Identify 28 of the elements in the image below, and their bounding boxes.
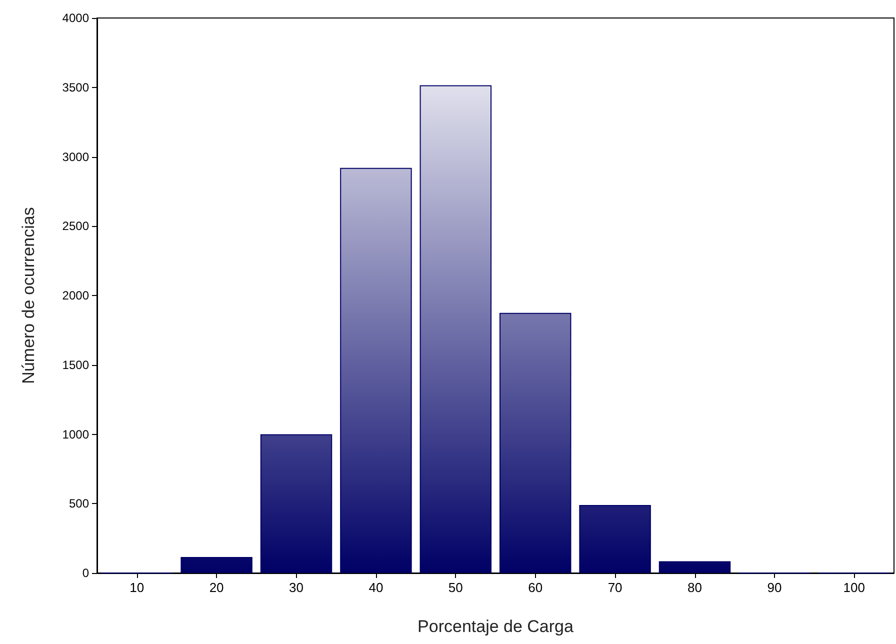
x-tick-label: 40 [368, 580, 384, 595]
x-tick-label: 30 [289, 580, 304, 595]
x-tick-label: 10 [130, 580, 144, 595]
y-tick-label: 1000 [62, 427, 90, 442]
bar [420, 85, 492, 573]
y-tick-label: 0 [82, 566, 90, 580]
bar [579, 505, 651, 573]
x-tick-label: 50 [448, 580, 463, 595]
x-tick-label: 20 [209, 580, 224, 595]
x-tick-label: 90 [767, 580, 782, 595]
y-tick-label: 4000 [62, 11, 90, 25]
x-tick-label: 60 [528, 580, 543, 595]
bar [340, 168, 412, 573]
y-tick-label: 2000 [62, 288, 90, 302]
y-tick-label: 3000 [62, 150, 90, 164]
x-tick-label: 80 [688, 580, 702, 595]
y-axis-title: Número de ocurrencias [19, 207, 38, 384]
y-tick-label: 500 [68, 496, 90, 511]
bar [658, 561, 731, 573]
bar [260, 434, 332, 573]
bar [180, 557, 252, 573]
x-tick-label: 100 [843, 580, 865, 595]
y-tick-label: 2500 [62, 219, 90, 234]
bar [499, 312, 572, 573]
y-tick-label: 1500 [62, 358, 90, 372]
x-tick-label: 70 [608, 580, 622, 595]
x-axis-title: Porcentaje de Carga [418, 617, 574, 636]
y-tick-label: 3500 [62, 80, 90, 94]
